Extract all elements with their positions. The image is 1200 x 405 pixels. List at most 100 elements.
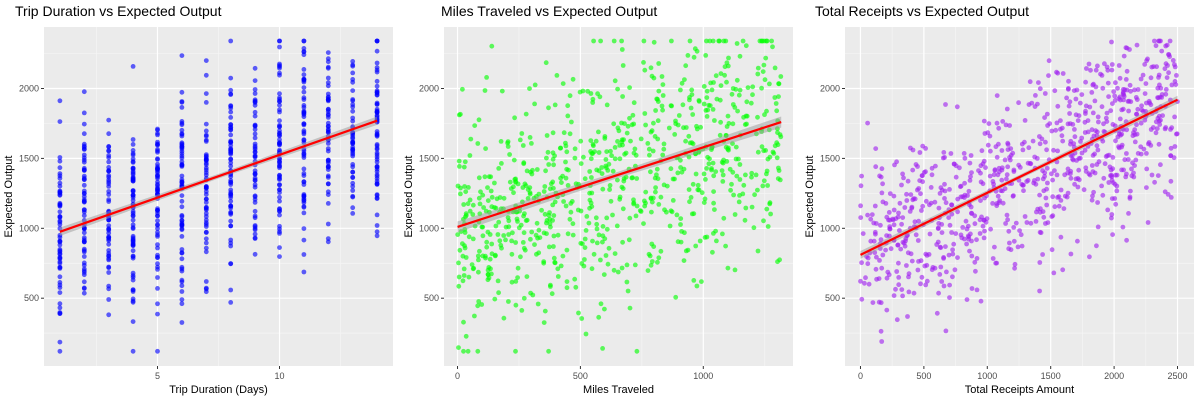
data-point xyxy=(737,162,743,167)
data-point xyxy=(918,281,923,287)
data-point xyxy=(81,143,87,149)
data-point xyxy=(57,119,63,124)
y-tick-label: 1500 xyxy=(19,153,39,163)
data-point xyxy=(130,151,136,156)
data-point xyxy=(228,195,234,200)
data-point xyxy=(567,216,573,222)
data-point xyxy=(615,269,621,275)
data-point xyxy=(559,180,564,186)
data-point xyxy=(1154,126,1160,131)
data-point xyxy=(730,121,736,127)
data-point xyxy=(949,202,954,208)
data-point xyxy=(203,279,209,284)
data-point xyxy=(1055,103,1061,109)
data-point xyxy=(915,238,921,243)
data-point xyxy=(762,77,768,83)
data-point xyxy=(228,223,234,229)
data-point xyxy=(907,209,913,214)
data-point xyxy=(552,260,558,266)
data-point xyxy=(949,230,954,235)
data-point xyxy=(712,118,717,123)
data-point xyxy=(994,93,1000,98)
data-point xyxy=(325,129,331,135)
data-point xyxy=(704,166,709,171)
data-point xyxy=(710,249,715,255)
data-point xyxy=(1164,42,1170,48)
data-point xyxy=(678,222,683,227)
data-point xyxy=(990,256,996,261)
data-point xyxy=(466,274,472,280)
data-point xyxy=(740,38,746,44)
data-point xyxy=(301,173,307,179)
data-point xyxy=(736,92,742,98)
data-point xyxy=(974,256,980,261)
data-point xyxy=(620,63,626,68)
data-point xyxy=(634,203,640,209)
data-point xyxy=(277,182,282,188)
data-point xyxy=(1091,189,1096,195)
data-point xyxy=(561,130,567,136)
data-point xyxy=(277,174,282,180)
data-point xyxy=(463,255,469,260)
data-point xyxy=(463,189,469,195)
data-point xyxy=(714,238,719,244)
data-point xyxy=(642,111,648,116)
data-point xyxy=(966,188,972,194)
data-point xyxy=(624,130,630,136)
data-point xyxy=(1033,181,1039,187)
x-tick-label: 10 xyxy=(275,371,285,381)
data-point xyxy=(1109,62,1115,67)
data-point xyxy=(596,150,602,155)
data-point xyxy=(1124,237,1129,243)
data-point xyxy=(565,103,571,109)
data-point xyxy=(884,214,890,220)
data-point xyxy=(955,196,961,202)
data-point xyxy=(604,149,610,155)
data-point xyxy=(1170,58,1176,63)
data-point xyxy=(350,184,356,189)
data-point xyxy=(1094,243,1099,249)
data-point xyxy=(1120,87,1126,92)
data-point xyxy=(890,216,896,222)
data-point xyxy=(374,176,380,182)
data-point xyxy=(325,141,331,146)
data-point xyxy=(252,172,258,177)
data-point xyxy=(252,251,258,257)
data-point xyxy=(106,230,112,236)
data-point xyxy=(749,170,755,176)
data-point xyxy=(203,185,209,191)
data-point xyxy=(551,213,557,218)
data-point xyxy=(939,230,945,236)
data-point xyxy=(891,207,897,213)
data-point xyxy=(252,231,258,237)
data-point xyxy=(767,200,773,206)
data-point xyxy=(737,53,743,59)
data-point xyxy=(973,268,978,274)
data-point xyxy=(563,203,569,209)
data-point xyxy=(350,102,356,107)
data-point xyxy=(942,181,947,187)
data-point xyxy=(865,120,870,126)
data-point xyxy=(947,187,952,192)
data-point xyxy=(627,85,632,90)
data-point xyxy=(733,144,739,150)
data-point xyxy=(683,125,689,130)
data-point xyxy=(760,69,766,74)
data-point xyxy=(895,214,901,220)
data-point xyxy=(672,132,678,137)
data-point xyxy=(765,156,771,162)
data-point xyxy=(1163,87,1169,92)
data-point xyxy=(155,207,160,213)
data-point xyxy=(994,154,1000,160)
data-point xyxy=(325,112,331,118)
y-tick-label: 1500 xyxy=(419,153,439,163)
data-point xyxy=(897,200,903,206)
data-point xyxy=(536,191,542,197)
data-point xyxy=(1083,169,1089,174)
data-point xyxy=(1076,177,1082,183)
data-point xyxy=(81,155,87,161)
data-point xyxy=(179,198,185,204)
data-point xyxy=(1005,164,1011,170)
data-point xyxy=(81,173,87,179)
data-point xyxy=(277,198,282,204)
